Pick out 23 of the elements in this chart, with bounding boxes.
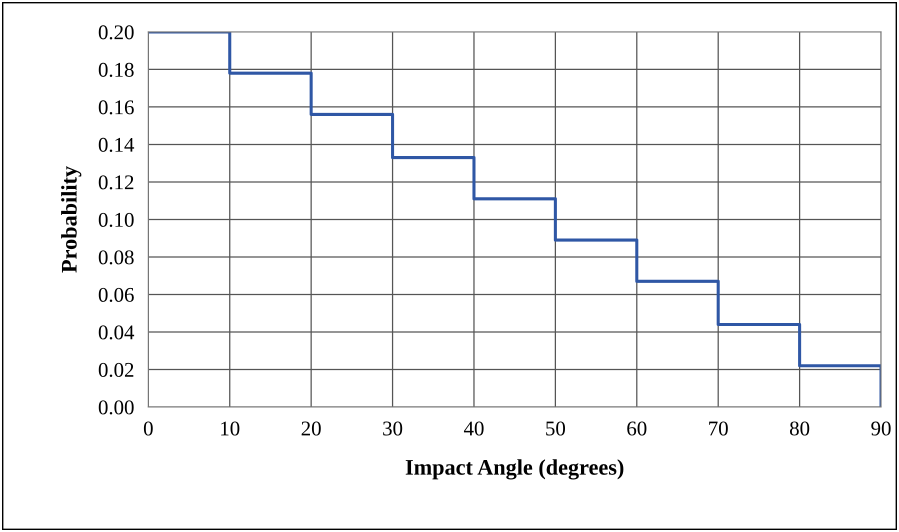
y-tick-label: 0.14 bbox=[98, 138, 134, 152]
x-tick-label: 90 bbox=[871, 421, 891, 436]
y-tick-label: 0.10 bbox=[98, 212, 134, 227]
y-tick-label: 0.16 bbox=[98, 100, 134, 114]
y-tick-label: 0.18 bbox=[98, 62, 134, 77]
x-tick-label: 0 bbox=[144, 421, 153, 436]
y-tick-label: 0.04 bbox=[98, 325, 134, 340]
x-tick-label: 20 bbox=[302, 421, 321, 436]
y-tick-label: 0.02 bbox=[98, 362, 134, 377]
y-tick-label: 0.08 bbox=[98, 250, 134, 264]
y-tick-label: 0.06 bbox=[98, 288, 134, 302]
x-axis-title: Impact Angle (degrees) bbox=[406, 459, 624, 480]
x-tick-label: 80 bbox=[790, 421, 810, 436]
y-tick-label: 0.20 bbox=[98, 25, 134, 40]
x-tick-label: 30 bbox=[383, 421, 402, 436]
y-tick-label: 0.00 bbox=[98, 400, 134, 415]
x-tick-label: 60 bbox=[627, 421, 646, 436]
y-axis-title: Probability bbox=[61, 166, 82, 273]
x-tick-label: 50 bbox=[546, 421, 566, 436]
y-tick-label: 0.12 bbox=[98, 175, 134, 190]
x-tick-label: 70 bbox=[709, 421, 728, 436]
x-tick-label: 40 bbox=[464, 421, 484, 436]
x-tick-label: 10 bbox=[221, 421, 240, 436]
